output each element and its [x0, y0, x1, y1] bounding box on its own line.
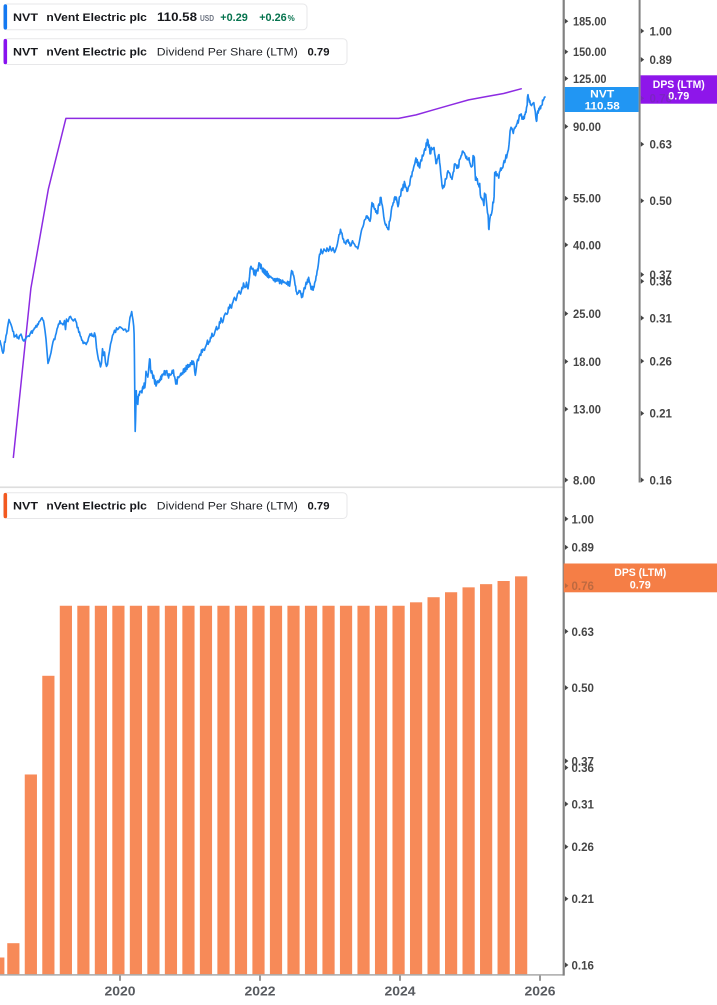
svg-text:0.50: 0.50 — [572, 681, 595, 695]
svg-text:2024: 2024 — [385, 983, 417, 998]
svg-text:1.00: 1.00 — [650, 24, 673, 38]
svg-text:18.00: 18.00 — [573, 355, 601, 369]
svg-text:+0.29: +0.29 — [220, 12, 248, 24]
svg-text:USD: USD — [200, 14, 214, 23]
svg-text:185.00: 185.00 — [573, 15, 607, 29]
svg-text:NVT: NVT — [13, 12, 38, 24]
svg-text:110.58: 110.58 — [157, 10, 197, 24]
svg-text:nVent Electric plc: nVent Electric plc — [46, 47, 146, 59]
svg-text:0.50: 0.50 — [650, 194, 673, 208]
svg-text:0.63: 0.63 — [650, 138, 673, 152]
svg-text:0.79: 0.79 — [308, 501, 330, 513]
svg-text:NVT: NVT — [13, 47, 38, 59]
svg-text:0.79: 0.79 — [630, 580, 651, 592]
svg-text:8.00: 8.00 — [573, 473, 596, 487]
svg-text:0.26: 0.26 — [572, 840, 595, 854]
svg-text:+0.26: +0.26 — [259, 12, 287, 24]
svg-text:nVent Electric plc: nVent Electric plc — [46, 501, 146, 513]
svg-text:1.00: 1.00 — [572, 512, 595, 526]
svg-text:0.89: 0.89 — [572, 541, 595, 555]
svg-text:NVT: NVT — [13, 501, 38, 513]
svg-text:55.00: 55.00 — [573, 192, 601, 206]
svg-text:NVT: NVT — [590, 88, 614, 100]
svg-text:0.63: 0.63 — [572, 625, 595, 639]
svg-text:0.16: 0.16 — [572, 958, 595, 972]
svg-text:0.76: 0.76 — [650, 92, 673, 106]
svg-text:0.21: 0.21 — [572, 892, 595, 906]
svg-text:2026: 2026 — [525, 983, 556, 998]
svg-text:25.00: 25.00 — [573, 307, 601, 321]
svg-text:0.79: 0.79 — [308, 47, 330, 59]
svg-text:Dividend Per Share (LTM): Dividend Per Share (LTM) — [157, 501, 298, 513]
svg-text:0.36: 0.36 — [572, 761, 595, 775]
svg-text:0.36: 0.36 — [650, 275, 673, 289]
svg-text:0.89: 0.89 — [650, 53, 673, 67]
svg-text:DPS (LTM): DPS (LTM) — [614, 567, 666, 579]
svg-text:0.76: 0.76 — [572, 579, 595, 593]
svg-text:110.58: 110.58 — [585, 100, 620, 112]
svg-text:125.00: 125.00 — [573, 72, 607, 86]
svg-text:40.00: 40.00 — [573, 238, 601, 252]
svg-text:0.37: 0.37 — [650, 268, 673, 282]
svg-text:nVent Electric plc: nVent Electric plc — [46, 12, 146, 24]
svg-text:0.16: 0.16 — [650, 473, 673, 487]
svg-text:13.00: 13.00 — [573, 402, 601, 416]
svg-text:0.79: 0.79 — [668, 91, 689, 103]
svg-text:%: % — [288, 14, 295, 23]
svg-text:0.37: 0.37 — [572, 754, 595, 768]
svg-text:0.26: 0.26 — [650, 354, 673, 368]
svg-text:90.00: 90.00 — [573, 120, 601, 134]
svg-text:0.31: 0.31 — [650, 311, 673, 325]
svg-text:DPS (LTM): DPS (LTM) — [653, 79, 705, 91]
svg-text:Dividend Per Share (LTM): Dividend Per Share (LTM) — [157, 47, 298, 59]
svg-text:2020: 2020 — [105, 983, 136, 998]
svg-text:0.31: 0.31 — [572, 797, 595, 811]
svg-text:2022: 2022 — [245, 983, 276, 998]
svg-text:150.00: 150.00 — [573, 45, 607, 59]
svg-text:0.21: 0.21 — [650, 407, 673, 421]
